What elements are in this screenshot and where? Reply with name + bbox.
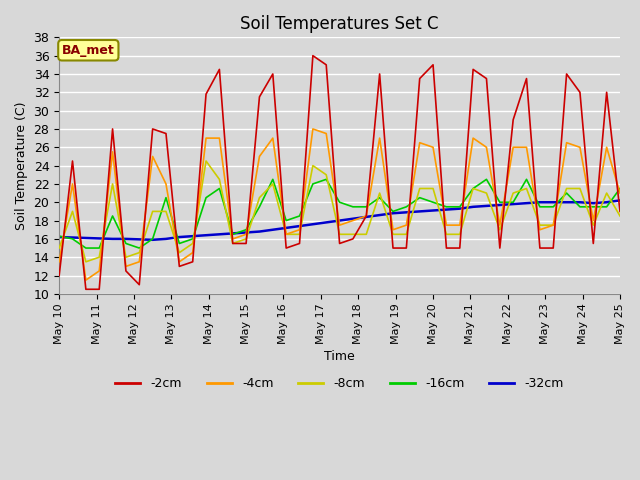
X-axis label: Time: Time (324, 350, 355, 363)
Legend: -2cm, -4cm, -8cm, -16cm, -32cm: -2cm, -4cm, -8cm, -16cm, -32cm (110, 372, 569, 395)
Title: Soil Temperatures Set C: Soil Temperatures Set C (241, 15, 439, 33)
Text: BA_met: BA_met (62, 44, 115, 57)
Y-axis label: Soil Temperature (C): Soil Temperature (C) (15, 101, 28, 230)
